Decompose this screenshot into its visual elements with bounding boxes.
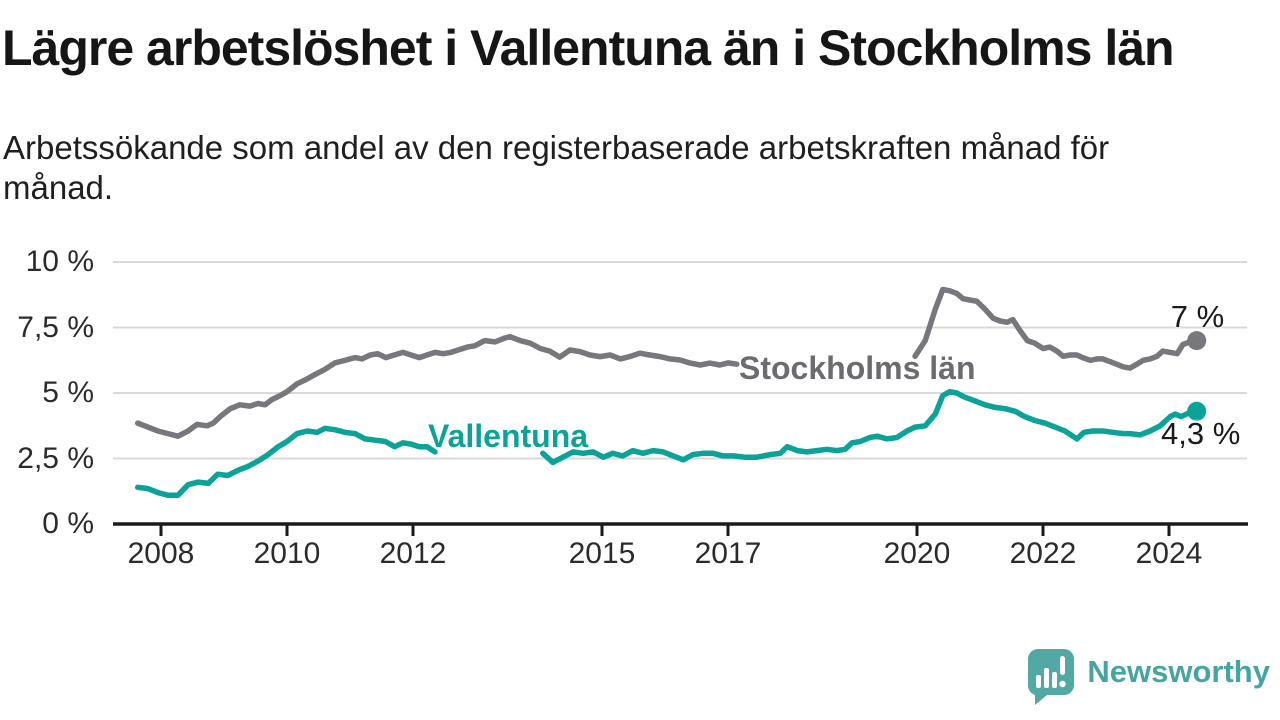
series-end-dot-stockholms-lan — [1187, 331, 1207, 351]
x-tick-label: 2017 — [694, 537, 762, 570]
end-value-label-vallentuna: 4,3 % — [1161, 416, 1241, 451]
y-tick-label: 7,5 % — [17, 310, 94, 344]
end-value-label-stockholms-lan: 7 % — [1170, 299, 1225, 334]
newsworthy-bubble-chart-icon — [1028, 649, 1075, 705]
newsworthy-logo: Newsworthy — [1025, 646, 1270, 706]
x-tick-label: 2020 — [883, 537, 951, 570]
series-line-stockholms-lan — [134, 333, 740, 439]
series-line-vallentuna — [540, 388, 1200, 466]
series-line-stockholms-lan — [912, 286, 1200, 371]
series-line-vallentuna — [134, 425, 438, 498]
series-label-vallentuna: Vallentuna — [428, 418, 589, 454]
chart-title: Lägre arbetslöshet i Vallentuna än i Sto… — [2, 20, 1175, 76]
y-tick-label: 5 % — [42, 376, 94, 409]
x-tick-label: 2024 — [1135, 537, 1203, 570]
x-tick-label: 2022 — [1009, 537, 1077, 570]
series-end-dot-vallentuna — [1187, 401, 1207, 421]
x-tick-label: 2008 — [127, 537, 195, 570]
newsworthy-wordmark: Newsworthy — [1087, 654, 1270, 689]
series-label-stockholms-lan: Stockholms län — [739, 350, 976, 386]
x-tick-label: 2015 — [568, 537, 636, 570]
x-tick-label: 2010 — [253, 537, 321, 570]
chart-subtitle: Arbetssökande som andel av den registerb… — [3, 129, 1110, 206]
x-tick-label: 2012 — [379, 537, 447, 570]
y-tick-label: 10 % — [25, 245, 94, 278]
y-tick-label: 0 % — [42, 507, 94, 540]
y-tick-label: 2,5 % — [17, 441, 94, 475]
